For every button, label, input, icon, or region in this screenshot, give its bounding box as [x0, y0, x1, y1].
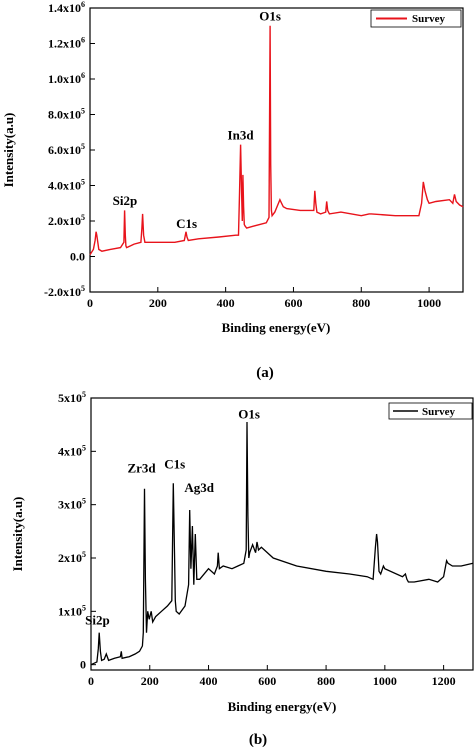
y-tick-label: 1.0x106 — [48, 71, 85, 86]
x-tick-label: 1200 — [432, 674, 456, 688]
x-tick-label: 800 — [352, 296, 370, 310]
tick-marks — [90, 397, 445, 670]
legend: Survey — [388, 402, 473, 420]
peak-label: O1s — [238, 406, 260, 421]
survey-line — [89, 25, 464, 256]
y-tick-label: 5x105 — [58, 390, 86, 405]
peak-label: In3d — [228, 127, 255, 142]
x-tick-label: 400 — [217, 296, 235, 310]
x-axis-label: Binding energy(eV) — [222, 320, 331, 335]
x-tick-label: 800 — [317, 674, 335, 688]
panel-caption: (b) — [249, 732, 267, 748]
tick-marks — [89, 7, 430, 293]
x-tick-labels: 0 200 400 600 800 1000 — [87, 296, 441, 310]
panel-caption: (a) — [256, 365, 274, 381]
legend-label: Survey — [412, 13, 446, 25]
peak-label: O1s — [259, 8, 281, 23]
peak-annotations: O1s In3d Si2p C1s — [113, 8, 281, 231]
x-axis-label: Binding energy(eV) — [228, 699, 337, 714]
y-tick-label: 2x105 — [58, 550, 86, 565]
peak-label: Si2p — [113, 193, 138, 208]
legend-label: Survey — [422, 406, 456, 418]
y-tick-label: 3x105 — [58, 497, 86, 512]
legend-box — [370, 9, 462, 28]
survey-line — [90, 421, 474, 666]
peak-label: Ag3d — [184, 480, 214, 495]
peak-label: Si2p — [85, 613, 110, 628]
y-tick-label: 2.0x105 — [48, 213, 85, 228]
y-tick-labels: 0 1x105 2x105 3x105 4x105 5x105 — [58, 390, 86, 672]
plot-frame — [90, 397, 474, 671]
plot-frame — [89, 7, 464, 293]
x-tick-label: 1000 — [373, 674, 397, 688]
panel-a: -2.0x105 0.0 2.0x105 4.0x105 6.0x105 8.0x105 1… — [1, 0, 464, 381]
x-tick-label: 0 — [88, 674, 94, 688]
x-tick-label: 400 — [200, 674, 218, 688]
legend: Survey — [370, 9, 462, 28]
x-tick-label: 600 — [284, 296, 302, 310]
x-tick-label: 200 — [149, 296, 167, 310]
y-tick-label: 4.0x105 — [48, 178, 85, 193]
y-tick-label: 0.0 — [70, 250, 85, 264]
y-tick-label: 1.2x106 — [48, 36, 85, 51]
y-tick-labels: -2.0x105 0.0 2.0x105 4.0x105 6.0x105 8.0x105 1… — [44, 0, 85, 299]
y-tick-label: 0 — [80, 658, 86, 672]
peak-annotations: O1s Zr3d C1s Ag3d Si2p — [85, 406, 260, 627]
panel-b: 0 1x105 2x105 3x105 4x105 5x105 0 200 400 600 800… — [10, 390, 474, 748]
peak-label: Zr3d — [127, 461, 156, 476]
y-axis-label: Intensity(a.u) — [1, 113, 16, 188]
y-tick-label: 8.0x105 — [48, 107, 85, 122]
y-tick-label: 1.4x106 — [48, 0, 85, 15]
x-tick-label: 0 — [87, 296, 93, 310]
y-tick-label: -2.0x105 — [44, 284, 85, 299]
peak-label: C1s — [176, 216, 197, 231]
y-tick-label: 4x105 — [58, 443, 86, 458]
peak-label: C1s — [164, 456, 185, 471]
x-tick-label: 200 — [141, 674, 159, 688]
y-tick-label: 6.0x105 — [48, 142, 85, 157]
legend-box — [388, 402, 473, 420]
x-tick-label: 1000 — [417, 296, 441, 310]
x-tick-label: 600 — [258, 674, 276, 688]
y-tick-label: 1x105 — [58, 603, 86, 618]
x-tick-labels: 0 200 400 600 800 1000 1200 — [88, 674, 456, 688]
y-axis-label: Intensity(a.u) — [10, 497, 25, 572]
